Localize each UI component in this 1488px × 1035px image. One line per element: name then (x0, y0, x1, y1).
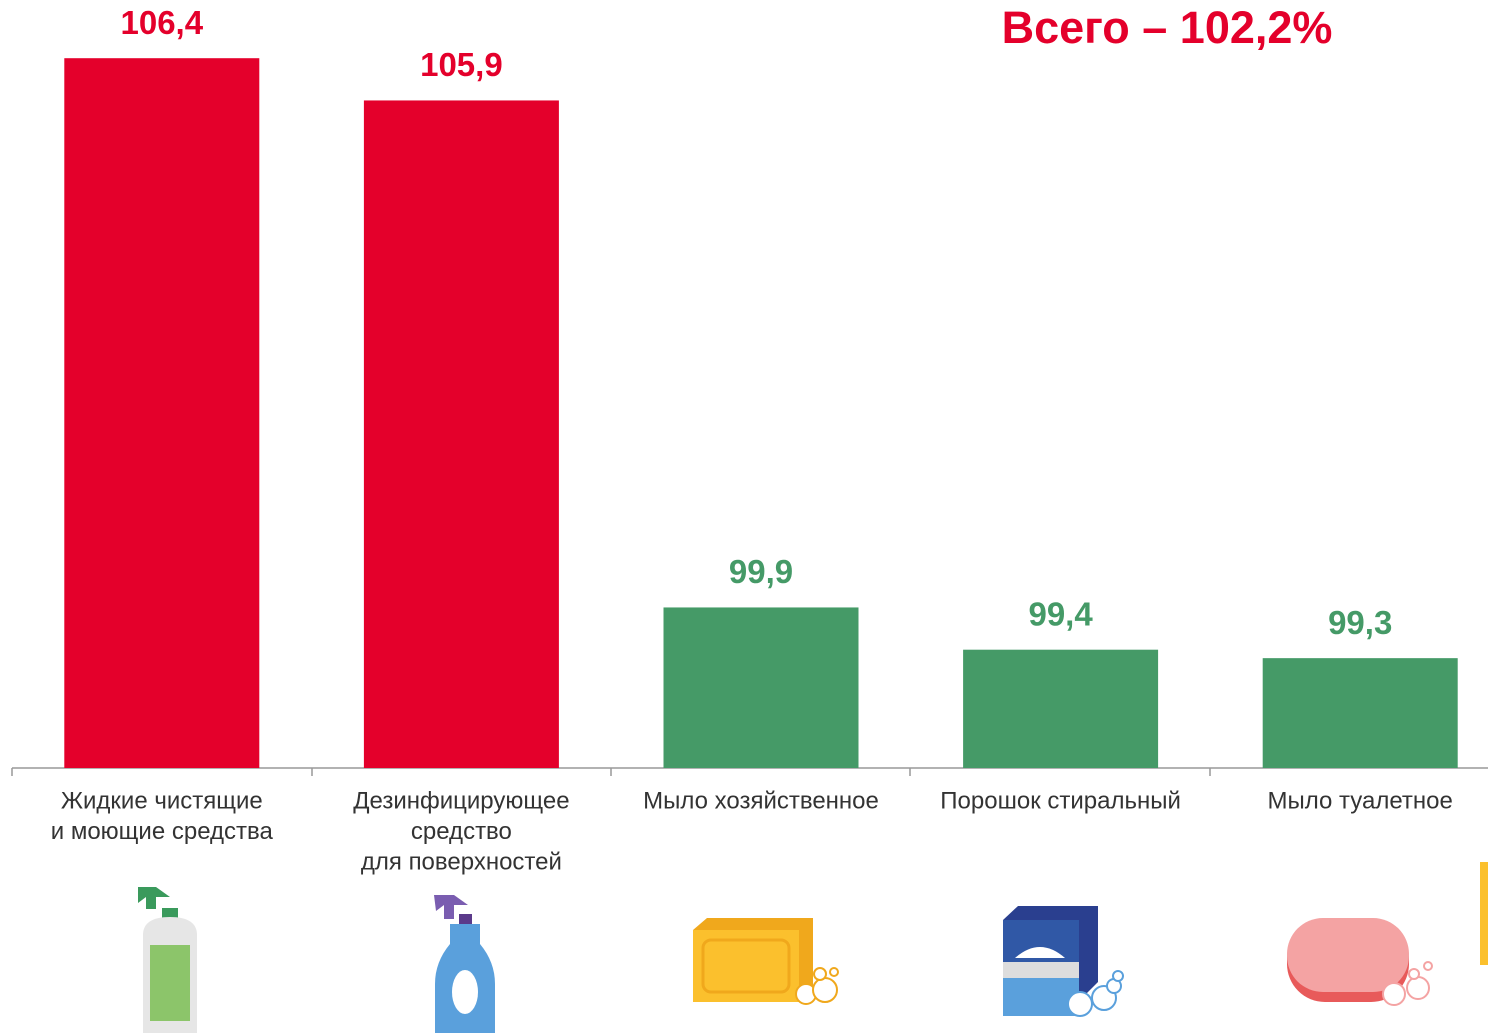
edge-tab (1480, 862, 1488, 965)
x-tick-label: для поверхностей (361, 848, 562, 875)
icon-toilet-soap (1287, 918, 1433, 1006)
value-label: 105,9 (420, 46, 503, 83)
bar (64, 58, 260, 768)
x-tick-label: Мыло хозяйственное (643, 787, 879, 814)
icon-powder-box (1003, 906, 1124, 1017)
x-tick-label: Порошок стиральный (940, 787, 1181, 814)
x-tick-label: Жидкие чистящие (61, 787, 263, 814)
value-label: 99,3 (1328, 604, 1392, 641)
icon-spray-blue (434, 895, 495, 1033)
x-tick-label: Дезинфицирующее (353, 787, 569, 814)
chart-title: Всего – 102,2% (1002, 2, 1333, 53)
x-tick-label: Мыло туалетное (1268, 787, 1453, 814)
bar (963, 649, 1159, 768)
x-tick-label: и моющие средства (51, 818, 274, 845)
icon-soap-bar (693, 918, 839, 1005)
icon-spray-green (138, 887, 197, 1033)
bar (663, 607, 859, 768)
x-tick-label: средство (411, 818, 512, 845)
value-label: 99,9 (729, 553, 793, 590)
bar (1262, 658, 1458, 768)
value-label: 106,4 (121, 4, 204, 41)
value-label: 99,4 (1028, 595, 1093, 632)
bar (363, 100, 559, 768)
x-axis (11, 767, 1488, 776)
